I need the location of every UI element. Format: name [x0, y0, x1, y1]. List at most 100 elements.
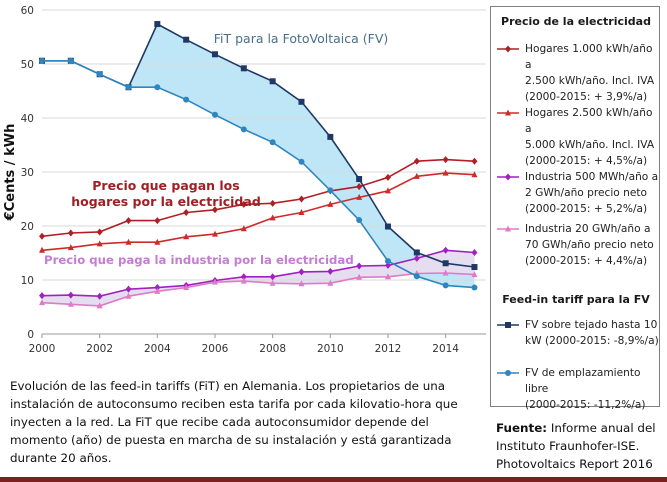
- data-point-fv1: [471, 264, 478, 271]
- chart-grid: [42, 9, 486, 335]
- caption-line: instalación de autoconsumo reciben esta …: [10, 397, 458, 411]
- data-point-fv1: [183, 36, 190, 43]
- source-text: Informe anual del: [550, 421, 656, 435]
- data-point-hog1: [384, 173, 391, 181]
- data-point-ind2: [183, 284, 190, 291]
- legend: Precio de la electricidad Hogares 1.000 …: [490, 6, 660, 411]
- legend-label-fv1: FV sobre tejado hasta 10 kW (2000-2015: -…: [525, 317, 659, 349]
- legend-marker-hog2: [497, 109, 519, 116]
- x-tick-label: 2000: [29, 343, 56, 355]
- data-point-hog2: [96, 240, 103, 247]
- legend-heading-price: Precio de la electricidad: [501, 15, 651, 28]
- fit-band: [42, 24, 475, 288]
- data-point-fv1: [442, 260, 449, 267]
- legend-swatch-marker: [505, 45, 511, 53]
- y-tick-label: 20: [21, 221, 34, 233]
- series-line-fv1: [42, 22, 475, 268]
- data-point-ind2: [471, 271, 478, 278]
- legend-label-line: 2 GWh/año precio neto: [525, 187, 647, 199]
- data-point-fv2: [67, 57, 74, 64]
- chart-series: [39, 21, 478, 309]
- legend-label-line: (2000-2015: -11,2%/a): [525, 399, 646, 411]
- legend-marker-hog1: [497, 45, 519, 53]
- data-point-hog2: [384, 187, 391, 194]
- legend-label-line: 70 GWh/año precio neto: [525, 239, 654, 251]
- data-point-hog2: [240, 225, 247, 232]
- data-point-ind1: [298, 268, 305, 276]
- data-point-fv2: [183, 96, 190, 103]
- legend-label-line: Industria 20 GWh/año a: [525, 223, 651, 235]
- data-point-ind2: [67, 300, 74, 307]
- data-point-hog2: [125, 238, 132, 245]
- legend-swatch-marker: [505, 173, 511, 181]
- legend-label-line: FV sobre tejado hasta 10: [525, 319, 658, 331]
- legend-swatch-marker: [505, 370, 511, 376]
- data-point-hog1: [413, 157, 420, 165]
- data-point-ind2: [96, 302, 103, 309]
- caption-line: Evolución de las feed-in tariffs (FiT) e…: [10, 379, 446, 393]
- data-point-ind1: [125, 285, 132, 293]
- data-point-ind1: [356, 262, 363, 270]
- legend-label-line: Hogares 2.500 kWh/año a: [525, 107, 653, 135]
- series-fv2: [39, 57, 478, 291]
- data-point-ind2: [125, 292, 132, 299]
- source-note: Fuente: Informe anual del Instituto Frau…: [496, 419, 666, 473]
- data-point-hog2: [67, 244, 74, 251]
- legend-swatch-marker: [505, 109, 511, 116]
- series-line-ind2: [41, 272, 475, 307]
- y-tick-label: 0: [27, 329, 34, 341]
- data-point-hog1: [125, 217, 132, 225]
- legend-label-ind1: Industria 500 MWh/año a 2 GWh/año precio …: [525, 169, 659, 217]
- legend-label-line: (2000-2015: + 3,9%/a): [525, 91, 648, 103]
- data-point-ind1: [471, 248, 478, 256]
- data-point-fv1: [211, 51, 218, 58]
- y-tick-label: 10: [21, 275, 34, 287]
- data-point-hog2: [298, 209, 305, 215]
- legend-label-line: kW (2000-2015: -8,9%/a): [525, 335, 659, 347]
- data-point-hog2: [269, 214, 276, 221]
- data-point-fv2: [384, 258, 391, 265]
- data-point-hog2: [413, 172, 420, 179]
- y-axis-label: €Cents / kWh: [3, 124, 18, 222]
- data-point-fv1: [154, 21, 161, 28]
- data-point-fv2: [327, 187, 334, 194]
- series-ind1: [39, 246, 478, 300]
- caption-line: inyecten a la red. La FiT que recibe cad…: [10, 415, 429, 429]
- y-tick-label: 40: [21, 113, 34, 125]
- data-point-fv2: [442, 282, 449, 289]
- data-point-hog1: [356, 183, 363, 191]
- series-line-fv2: [42, 59, 475, 289]
- data-point-ind2: [384, 273, 391, 280]
- data-point-ind1: [442, 246, 449, 254]
- data-point-ind2: [356, 273, 363, 280]
- data-point-fv2: [240, 126, 247, 133]
- data-point-ind2: [211, 278, 218, 285]
- series-line-hog2: [41, 172, 475, 252]
- data-point-hog2: [471, 171, 478, 178]
- legend-label-fv2: FV de emplazamiento libre (2000-2015: -11…: [525, 365, 659, 413]
- data-point-ind1: [240, 273, 247, 281]
- data-point-hog2: [327, 200, 334, 207]
- legend-label-line: (2000-2015: + 5,2%/a): [525, 203, 648, 215]
- legend-label-hog1: Hogares 1.000 kWh/año a 2.500 kWh/año. In…: [525, 41, 659, 105]
- source-line-1: Fuente: Informe anual del: [496, 419, 666, 437]
- legend-label-line: (2000-2015: + 4,5%/a): [525, 155, 648, 167]
- data-point-fv1: [240, 65, 247, 72]
- data-point-hog2: [356, 193, 363, 200]
- legend-label-line: 2.500 kWh/año. Incl. IVA: [525, 75, 655, 87]
- data-point-ind2: [327, 279, 334, 286]
- y-tick-label: 60: [21, 5, 34, 17]
- data-point-hog1: [67, 229, 74, 237]
- x-tick-label: 2002: [86, 343, 113, 355]
- data-point-hog2: [154, 238, 161, 245]
- x-tick-label: 2014: [432, 343, 459, 355]
- data-point-hog1: [298, 195, 305, 203]
- data-point-fv1: [384, 223, 391, 230]
- data-point-hog1: [96, 228, 103, 236]
- x-tick-label: 2012: [375, 343, 402, 355]
- series-fv1: [39, 21, 478, 271]
- data-point-ind1: [269, 273, 276, 281]
- legend-marker-fv1: [497, 322, 519, 328]
- source-label: Fuente:: [496, 421, 548, 435]
